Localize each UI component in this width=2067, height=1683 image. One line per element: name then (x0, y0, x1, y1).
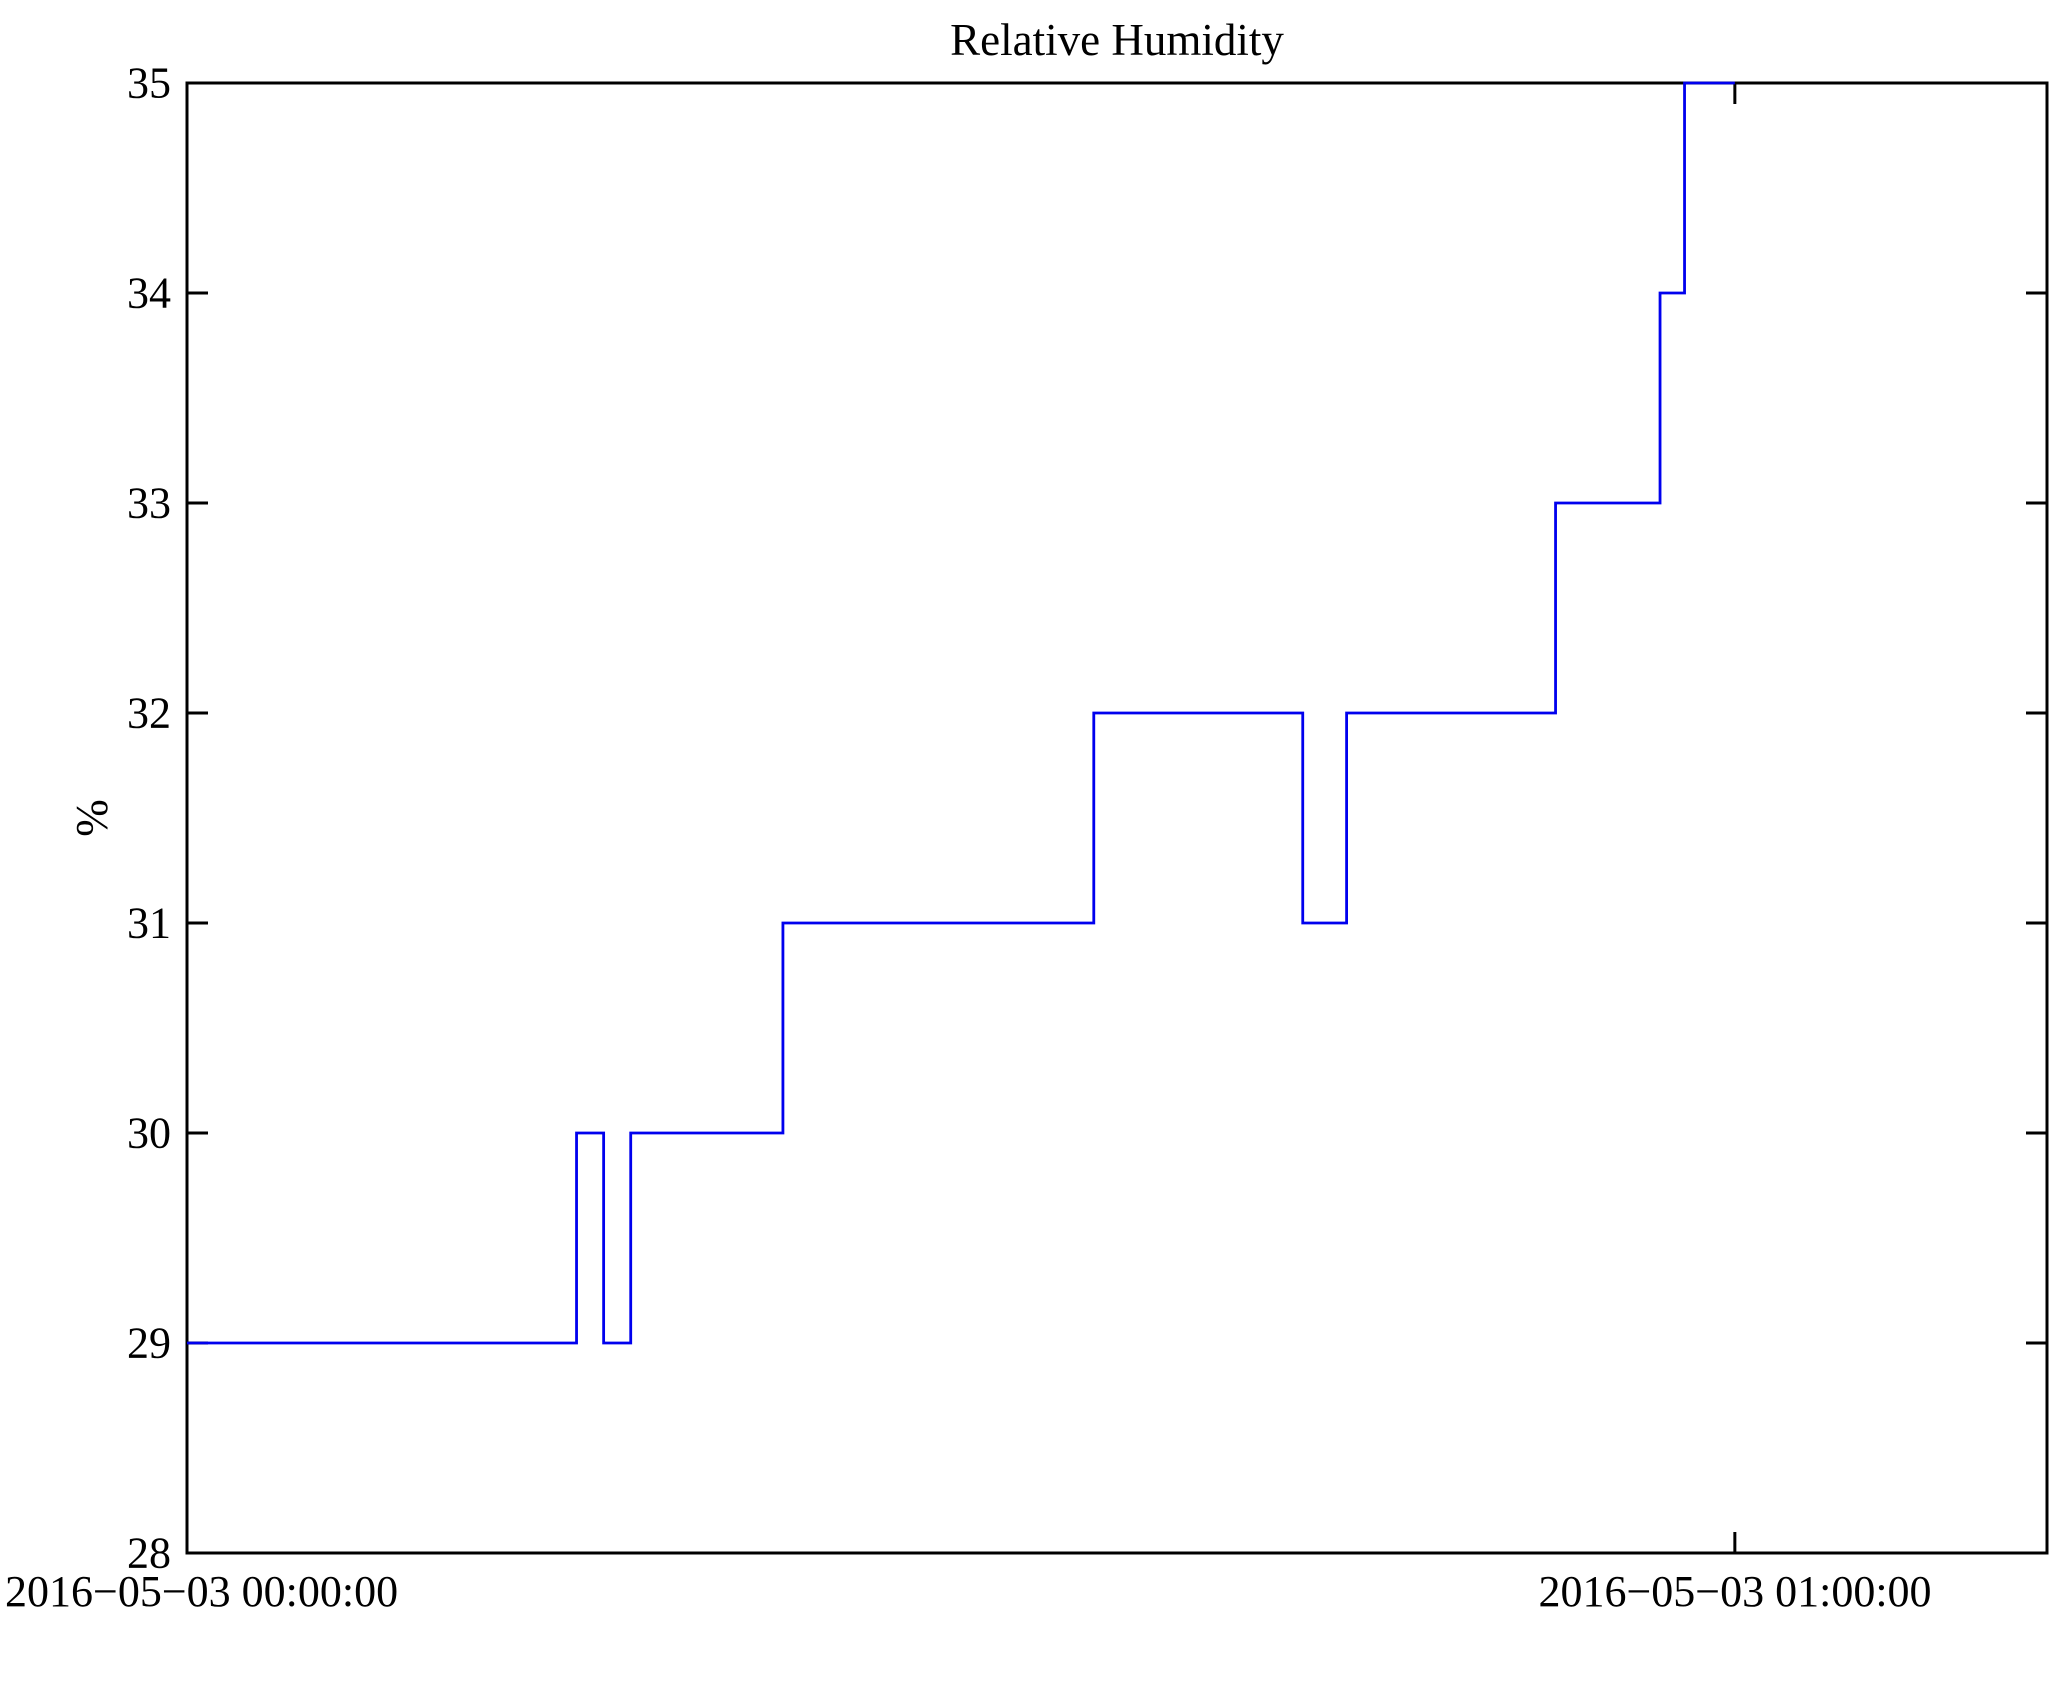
y-tick-label: 29 (127, 1318, 171, 1368)
x-tick-label-start: 2016−05−03 00:00:00 (5, 1567, 399, 1616)
x-tick-label-end: 2016−05−03 01:00:00 (1538, 1567, 1932, 1616)
y-tick-label: 32 (127, 688, 171, 738)
chart-title: Relative Humidity (950, 15, 1284, 65)
y-tick-label: 35 (127, 58, 171, 108)
y-tick-label: 33 (127, 478, 171, 528)
y-tick-label: 31 (127, 898, 171, 948)
y-tick-label: 34 (127, 268, 171, 318)
y-tick-label: 28 (127, 1528, 171, 1578)
relative-humidity-step-line (187, 81, 1735, 1345)
y-tick-label: 30 (127, 1108, 171, 1158)
plot-border (185, 81, 2049, 1555)
